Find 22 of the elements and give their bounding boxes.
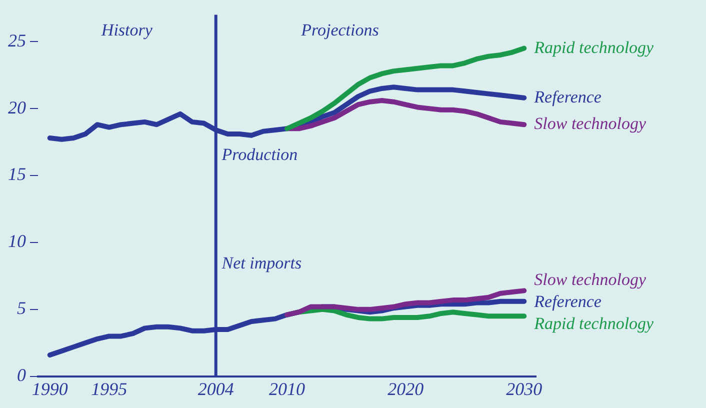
y-tick-label: 5 — [17, 298, 26, 318]
annotation: History — [100, 20, 153, 40]
x-tick-label: 1990 — [32, 378, 68, 399]
x-tick-label: 1995 — [91, 378, 128, 399]
y-tick-label: 25 — [8, 30, 26, 50]
series-label: Reference — [533, 292, 602, 312]
series-label: Rapid technology — [533, 314, 654, 334]
y-tick-label: 20 — [8, 97, 26, 118]
x-tick-label: 2010 — [269, 378, 305, 399]
annotation: Production — [220, 144, 298, 164]
series-label: Slow technology — [534, 114, 646, 134]
annotation: Net imports — [220, 253, 302, 272]
y-tick-label: 15 — [8, 164, 26, 184]
x-tick-label: 2030 — [506, 378, 542, 399]
x-tick-label: 2004 — [198, 378, 234, 399]
series-label: Reference — [533, 87, 602, 106]
series-label: Slow technology — [534, 270, 646, 290]
y-tick-label: 10 — [8, 231, 26, 252]
series-label: Rapid technology — [533, 38, 654, 57]
y-tick-label: 0 — [17, 365, 26, 386]
x-tick-label: 2020 — [388, 378, 424, 399]
annotation: Projections — [300, 20, 380, 40]
